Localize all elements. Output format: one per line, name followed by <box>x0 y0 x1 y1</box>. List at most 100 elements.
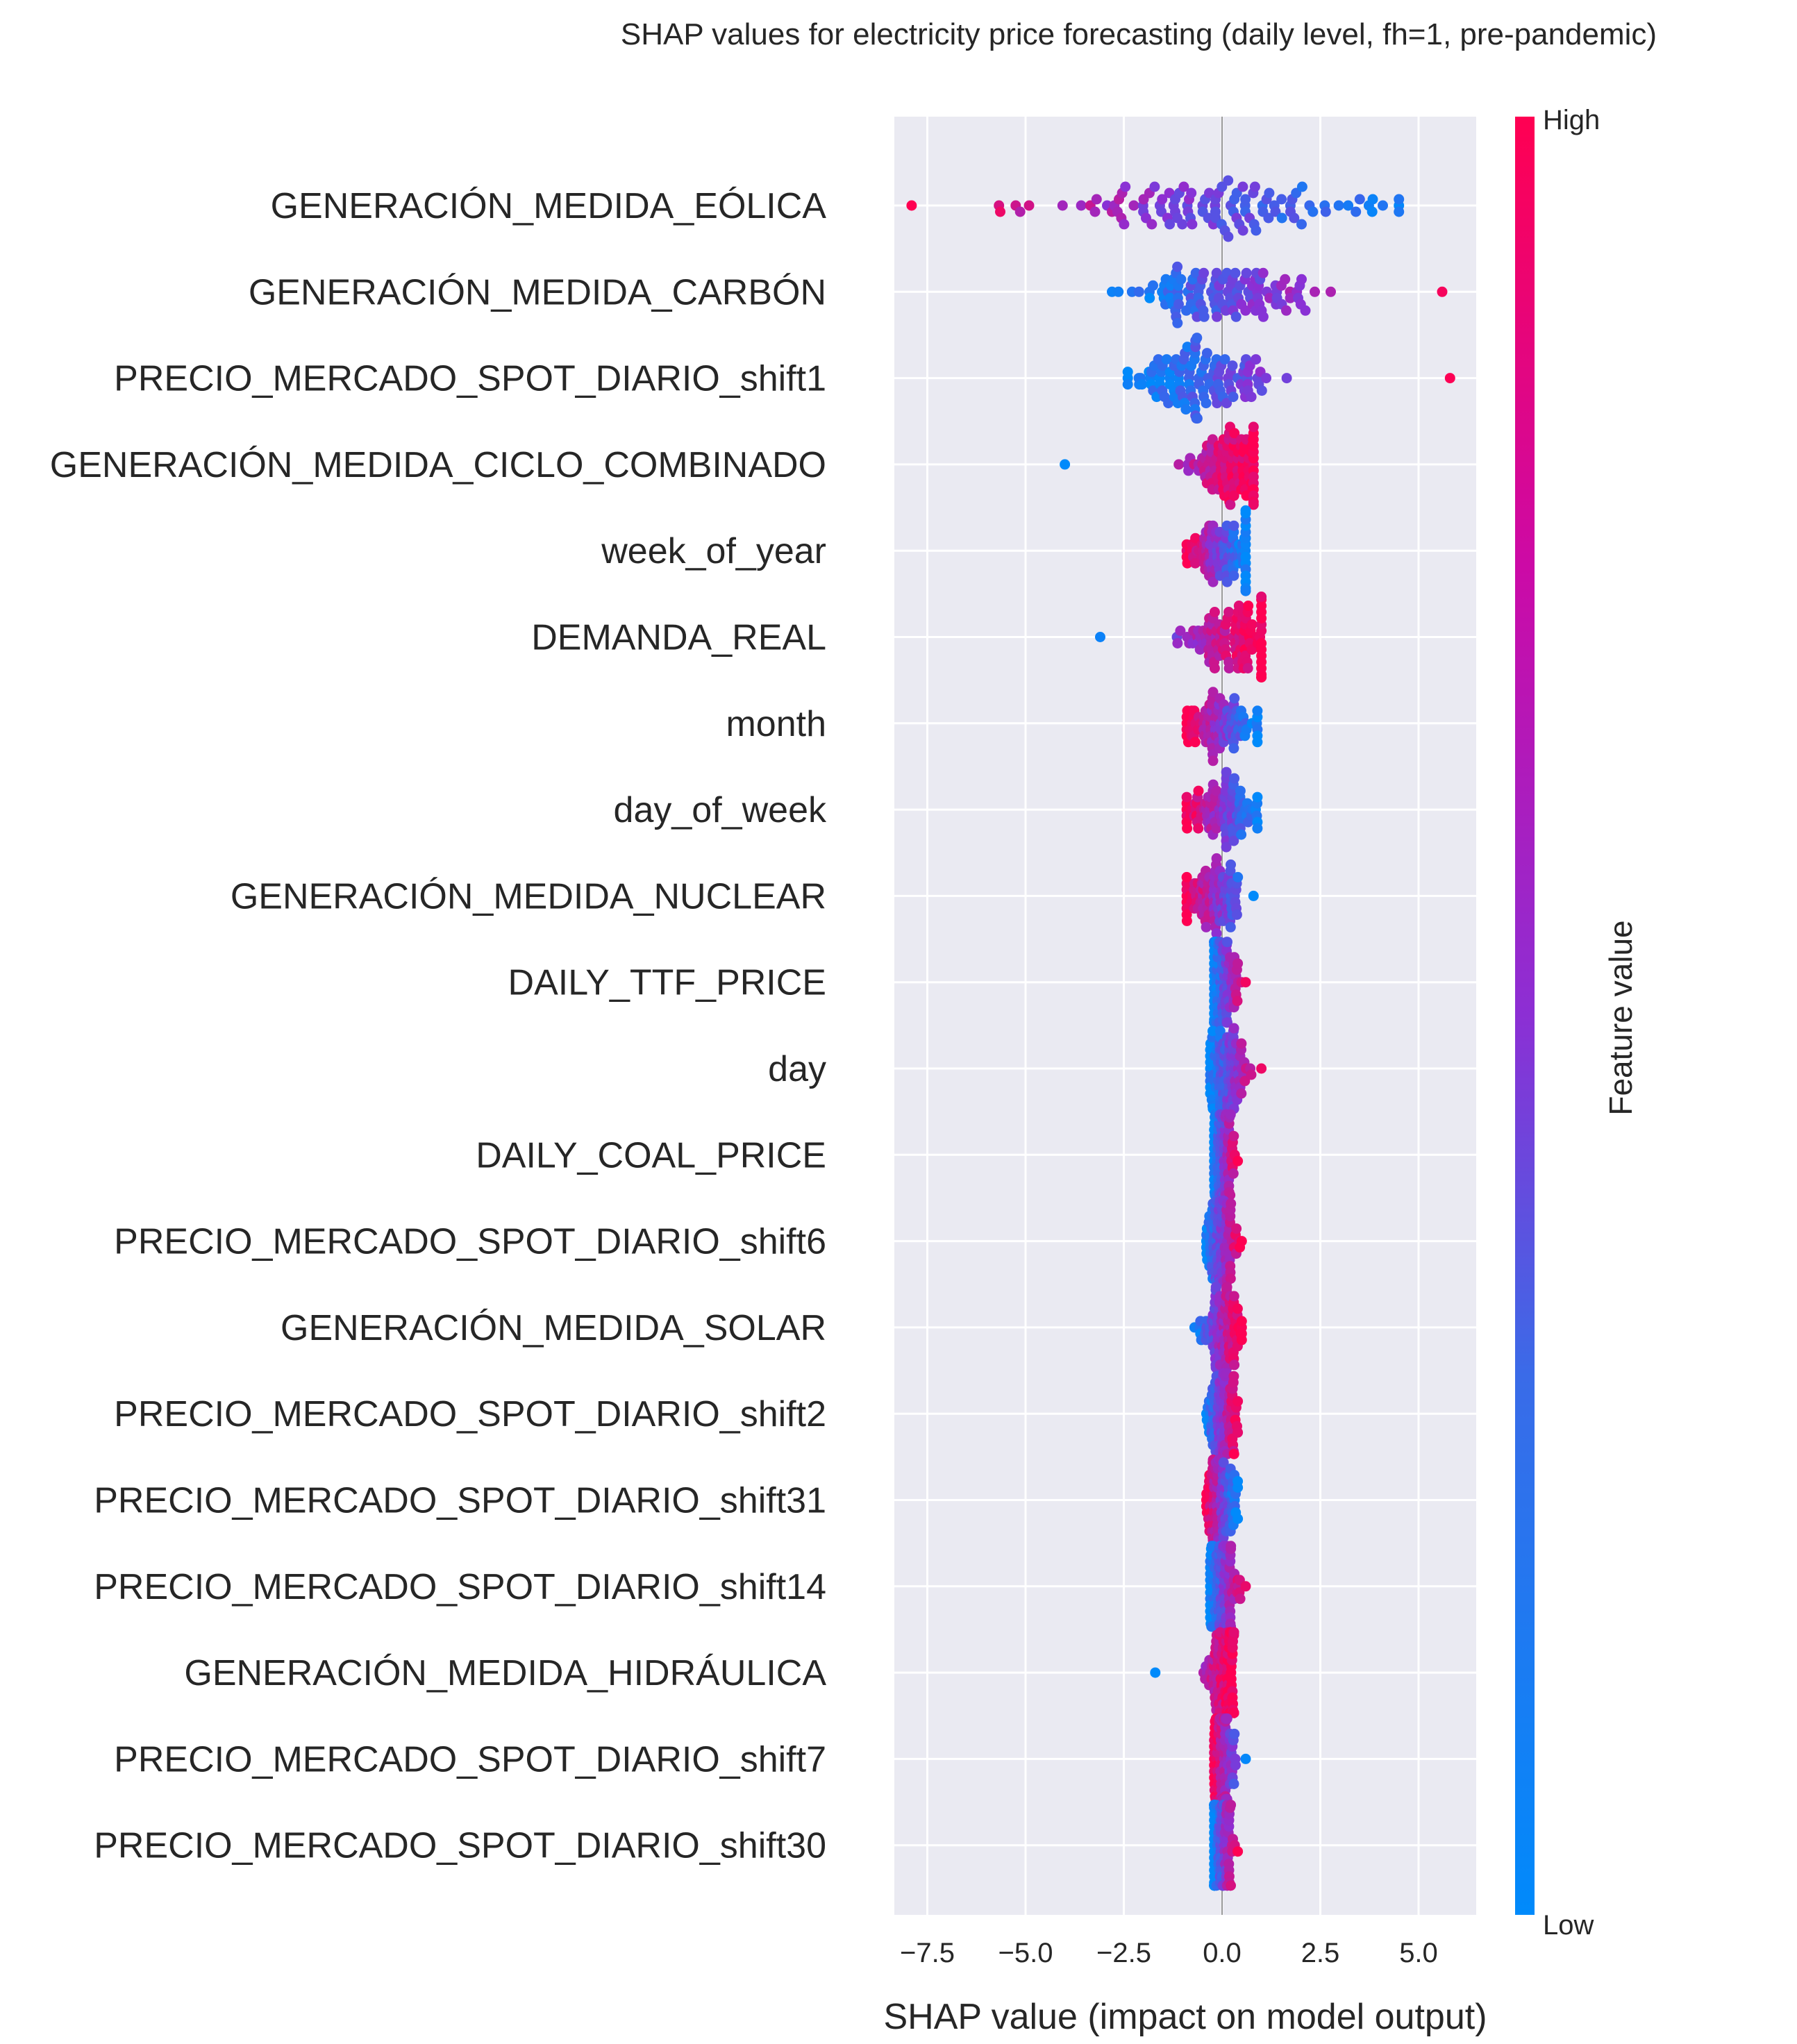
shap-point <box>1228 520 1239 531</box>
shap-point <box>1243 601 1254 611</box>
shap-point <box>1219 354 1230 365</box>
shap-point <box>1285 292 1296 303</box>
shap-point <box>1264 187 1275 199</box>
feature-label: month <box>726 704 826 744</box>
shap-point <box>1076 200 1087 211</box>
feature-label: day_of_week <box>614 790 827 830</box>
x-tick-label: 5.0 <box>1399 1938 1438 1968</box>
shap-point <box>1207 687 1219 698</box>
shap-point <box>1193 823 1204 834</box>
shap-point <box>1211 1282 1221 1293</box>
shap-point <box>1232 958 1244 969</box>
shap-point <box>1221 1713 1232 1724</box>
shap-point <box>1227 360 1238 371</box>
shap-point <box>1232 1514 1244 1524</box>
shap-point <box>1232 996 1243 1007</box>
shap-point <box>1201 398 1212 409</box>
shap-point <box>1241 267 1252 278</box>
shap-point <box>1248 890 1259 901</box>
shap-point <box>1236 1236 1247 1247</box>
shap-point <box>1228 1023 1239 1034</box>
shap-point <box>1182 823 1193 834</box>
shap-point <box>1225 1109 1236 1120</box>
shap-point <box>1201 921 1212 932</box>
shap-point <box>1252 791 1263 803</box>
shap-point <box>1300 305 1311 316</box>
shap-point <box>1237 225 1248 236</box>
shap-point <box>1231 1223 1242 1234</box>
shap-point <box>1232 1427 1244 1438</box>
shap-point <box>1236 829 1247 840</box>
shap-point <box>1198 267 1210 278</box>
shap-point <box>1221 1282 1232 1293</box>
shap-point <box>1296 219 1307 230</box>
shap-point <box>1221 766 1232 778</box>
shap-point <box>1186 187 1197 199</box>
x-tick-label: 0.0 <box>1203 1938 1242 1968</box>
shap-point <box>1207 1025 1218 1037</box>
shap-point <box>1228 392 1239 403</box>
shap-point <box>1251 354 1262 365</box>
shap-point <box>1351 206 1362 217</box>
shap-point <box>1211 928 1222 939</box>
shap-point <box>1225 499 1236 510</box>
feature-label: week_of_year <box>601 531 826 571</box>
shap-point <box>1176 274 1187 285</box>
shap-point <box>1214 1025 1226 1037</box>
shap-point <box>1119 219 1130 230</box>
shap-point <box>1437 286 1448 297</box>
shap-point <box>1242 663 1253 673</box>
shap-point <box>1307 206 1319 217</box>
shap-point <box>1057 200 1068 211</box>
shap-point <box>1252 705 1263 717</box>
shap-point <box>1164 219 1176 230</box>
shap-point <box>1229 1728 1240 1739</box>
shap-point <box>1148 280 1158 291</box>
feature-label: PRECIO_MERCADO_SPOT_DIARIO_shift1 <box>114 359 826 399</box>
shap-point <box>1122 367 1133 378</box>
shap-point <box>1232 1155 1244 1166</box>
shap-point <box>1181 915 1192 926</box>
shap-point <box>1172 317 1183 328</box>
x-axis-label: SHAP value (impact on model output) <box>883 1997 1487 2037</box>
shap-point <box>1232 871 1244 882</box>
shap-point <box>1221 576 1232 587</box>
shap-point <box>1228 1291 1239 1302</box>
shap-point <box>1236 1316 1247 1327</box>
shap-point <box>1023 200 1035 211</box>
feature-label: GENERACIÓN_MEDIDA_EÓLICA <box>271 186 827 226</box>
shap-point <box>1192 413 1203 424</box>
shap-point <box>1296 274 1307 285</box>
shap-point <box>1240 505 1251 516</box>
shap-point <box>1173 459 1185 470</box>
shap-point <box>995 206 1005 217</box>
shap-point <box>1226 859 1236 870</box>
shap-point <box>1172 638 1183 648</box>
shap-point <box>1221 398 1232 409</box>
shap-point <box>1257 311 1269 322</box>
shap-point <box>1014 206 1026 217</box>
shap-point <box>1228 1707 1239 1718</box>
shap-point <box>1225 1273 1236 1284</box>
colorbar-title: Feature value <box>1603 920 1639 1115</box>
shap-point <box>1235 1593 1246 1605</box>
feature-label: GENERACIÓN_MEDIDA_SOLAR <box>281 1308 826 1348</box>
shap-point <box>1228 1627 1239 1638</box>
shap-point <box>1276 194 1287 205</box>
chart-title: SHAP values for electricity price foreca… <box>621 17 1657 51</box>
shap-point <box>1146 219 1157 230</box>
feature-label: DAILY_COAL_PRICE <box>476 1135 826 1175</box>
shap-point <box>1228 1130 1239 1141</box>
x-ticks: −7.5 −5.0 −2.5 0.0 2.5 5.0 <box>900 1938 1438 1968</box>
shap-point <box>1236 1088 1247 1099</box>
shap-point <box>1326 286 1336 297</box>
shap-point <box>1281 373 1292 384</box>
shap-point <box>1178 181 1189 192</box>
shap-point <box>1229 428 1240 439</box>
shap-point <box>1230 1759 1241 1770</box>
shap-point <box>1237 181 1248 192</box>
shap-point <box>1367 194 1378 205</box>
shap-point <box>1228 1168 1239 1179</box>
shap-point <box>1113 286 1124 297</box>
